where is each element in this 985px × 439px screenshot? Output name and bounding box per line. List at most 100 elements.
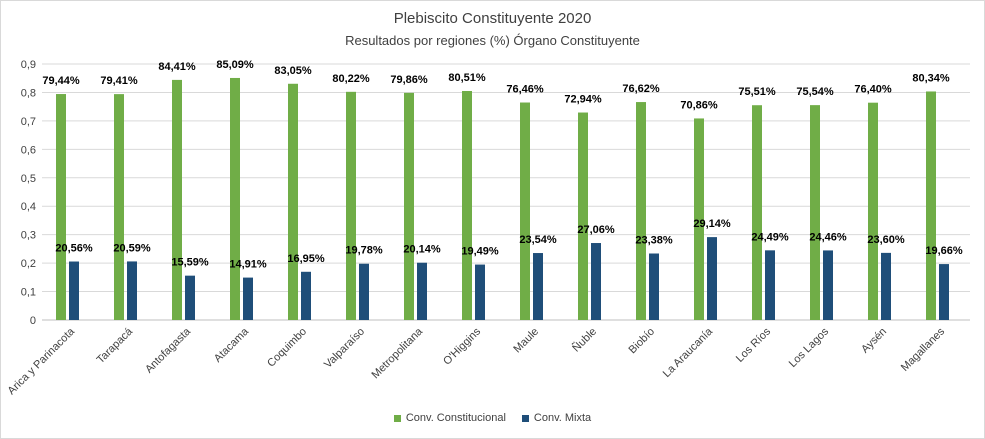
bar-mixta — [707, 237, 717, 320]
bar-mixta — [359, 263, 369, 320]
bar-mixta — [591, 243, 601, 320]
bar-mixta — [301, 271, 311, 320]
legend-swatch-mixta — [521, 414, 529, 422]
y-tick-label: 0,5 — [21, 173, 36, 185]
data-label-constitucional: 84,41% — [158, 61, 196, 73]
x-tick-label: Arica y Parinacota — [6, 325, 78, 397]
bar-mixta — [185, 275, 195, 320]
data-label-constitucional: 80,22% — [332, 73, 370, 85]
bar-constitucional — [56, 94, 66, 321]
bar-mixta — [765, 250, 775, 320]
data-label-constitucional: 72,94% — [564, 94, 602, 106]
bar-constitucional — [636, 102, 646, 320]
y-tick-label: 0,7 — [21, 116, 36, 128]
bar-mixta — [881, 252, 891, 320]
bar-constitucional — [230, 77, 240, 321]
data-label-mixta: 23,38% — [635, 234, 673, 246]
x-tick-label: Magallanes — [899, 325, 948, 374]
bar-constitucional — [288, 83, 298, 320]
legend-label-mixta: Conv. Mixta — [533, 412, 592, 424]
bar-constitucional — [752, 105, 762, 320]
y-tick-label: 0,3 — [21, 230, 36, 242]
x-tick-label: Valparaíso — [322, 326, 367, 371]
y-tick-label: 0,4 — [21, 201, 36, 213]
bar-mixta — [127, 261, 137, 320]
data-label-constitucional: 83,05% — [274, 65, 312, 77]
data-label-mixta: 29,14% — [693, 218, 731, 230]
x-tick-label: La Araucanía — [661, 325, 716, 380]
bar-constitucional — [926, 91, 936, 321]
bar-constitucional — [404, 92, 414, 320]
y-tick-label: 0 — [30, 315, 36, 327]
bar-mixta — [69, 261, 79, 320]
data-label-mixta: 19,66% — [925, 245, 963, 257]
bar-mixta — [417, 262, 427, 320]
data-label-mixta: 23,54% — [519, 234, 557, 246]
chart-title: Plebiscito Constituyente 2020 — [393, 10, 592, 27]
legend-label-constitucional: Conv. Constitucional — [405, 412, 506, 424]
y-tick-label: 0,9 — [21, 59, 36, 71]
bar-mixta — [243, 277, 253, 320]
bar-mixta — [533, 253, 543, 320]
bar-mixta — [823, 250, 833, 320]
chart-subtitle: Resultados por regiones (%) Órgano Const… — [345, 33, 640, 48]
data-label-mixta: 14,91% — [229, 259, 267, 271]
legend-item-mixta: Conv. Mixta — [521, 412, 592, 424]
data-label-mixta: 20,59% — [113, 242, 151, 254]
data-label-constitucional: 80,34% — [912, 72, 950, 84]
x-tick-label: Tarapacá — [95, 325, 136, 366]
x-tick-label: Biobío — [627, 326, 658, 357]
y-tick-label: 0,6 — [21, 144, 36, 156]
bar-constitucional — [520, 102, 530, 320]
data-label-mixta: 23,60% — [867, 234, 905, 246]
data-label-constitucional: 80,51% — [448, 72, 486, 84]
legend-swatch-constitucional — [393, 414, 401, 422]
legend-item-constitucional: Conv. Constitucional — [393, 412, 506, 424]
data-label-mixta: 24,46% — [809, 231, 847, 243]
x-tick-label: Coquimbo — [265, 326, 309, 370]
x-tick-label: Maule — [511, 326, 541, 356]
x-tick-label: Los Lagos — [787, 325, 832, 370]
x-tick-label: Los Ríos — [734, 325, 774, 365]
data-label-constitucional: 75,51% — [738, 86, 776, 98]
data-label-constitucional: 85,09% — [216, 59, 254, 71]
x-tick-label: Metropolitana — [370, 325, 426, 381]
data-label-constitucional: 76,40% — [854, 84, 892, 96]
x-tick-label: O'Higgins — [441, 325, 483, 367]
data-label-constitucional: 70,86% — [680, 99, 718, 111]
legend: Conv. Constitucional Conv. Mixta — [0, 412, 985, 424]
bar-constitucional — [810, 105, 820, 320]
data-label-mixta: 16,95% — [287, 253, 325, 265]
data-label-constitucional: 79,44% — [42, 75, 80, 87]
data-label-mixta: 15,59% — [171, 257, 209, 269]
data-label-mixta: 20,14% — [403, 244, 441, 256]
x-tick-label: Ñuble — [570, 325, 600, 355]
x-tick-label: Antofagasta — [143, 325, 194, 376]
data-label-constitucional: 76,62% — [622, 83, 660, 95]
data-label-mixta: 20,56% — [55, 243, 93, 255]
x-tick-label: Atacama — [212, 325, 252, 365]
bar-constitucional — [172, 79, 182, 320]
data-label-mixta: 19,49% — [461, 246, 499, 258]
data-label-mixta: 19,78% — [345, 245, 383, 257]
data-label-mixta: 27,06% — [577, 224, 615, 236]
bar-mixta — [475, 264, 485, 320]
bar-constitucional — [462, 90, 472, 320]
bar-constitucional — [346, 91, 356, 320]
bar-mixta — [939, 264, 949, 320]
data-label-constitucional: 76,46% — [506, 84, 544, 96]
x-tick-label: Aysén — [859, 326, 889, 356]
bar-constitucional — [868, 102, 878, 320]
y-tick-label: 0,2 — [21, 258, 36, 270]
data-label-constitucional: 75,54% — [796, 86, 834, 98]
data-label-mixta: 24,49% — [751, 231, 789, 243]
bar-constitucional — [578, 112, 588, 321]
bar-mixta — [649, 253, 659, 320]
y-tick-label: 0,8 — [21, 87, 36, 99]
y-tick-label: 0,1 — [21, 287, 36, 299]
bar-constitucional — [694, 118, 704, 321]
data-label-constitucional: 79,86% — [390, 74, 428, 86]
data-label-constitucional: 79,41% — [100, 75, 138, 87]
